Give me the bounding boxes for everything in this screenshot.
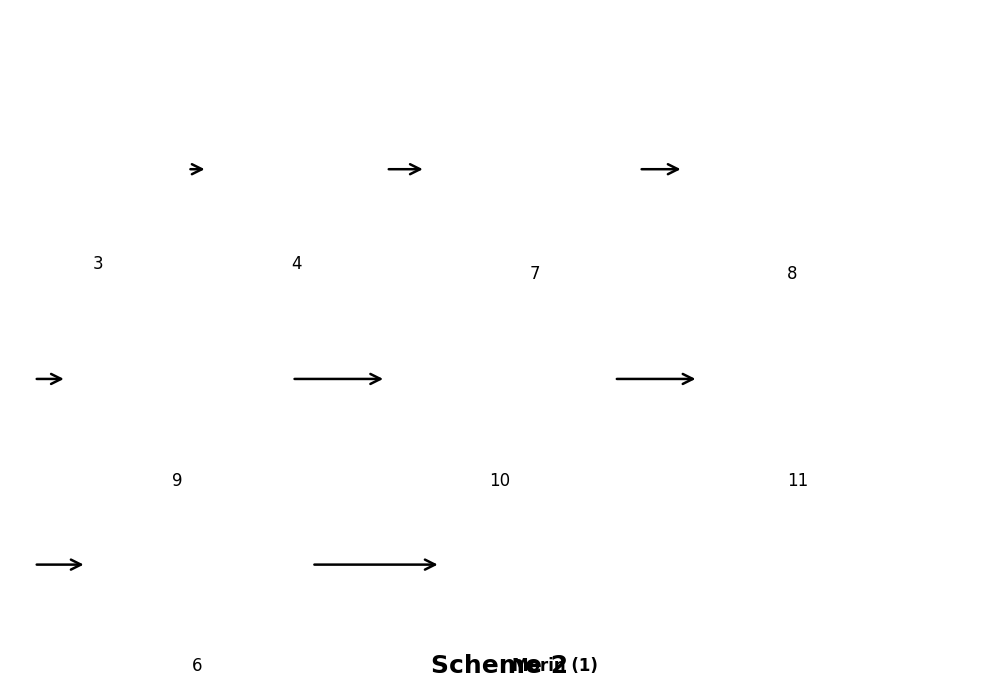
Text: 9: 9 [172,472,183,490]
Text: 3: 3 [93,255,104,273]
Text: 11: 11 [787,472,808,490]
Text: Scheme 2: Scheme 2 [431,654,569,678]
Text: 7: 7 [529,265,540,283]
Text: Morin (1): Morin (1) [512,658,597,675]
Text: 8: 8 [787,265,798,283]
Text: 6: 6 [192,658,203,675]
Text: 10: 10 [489,472,511,490]
Text: 4: 4 [291,255,302,273]
